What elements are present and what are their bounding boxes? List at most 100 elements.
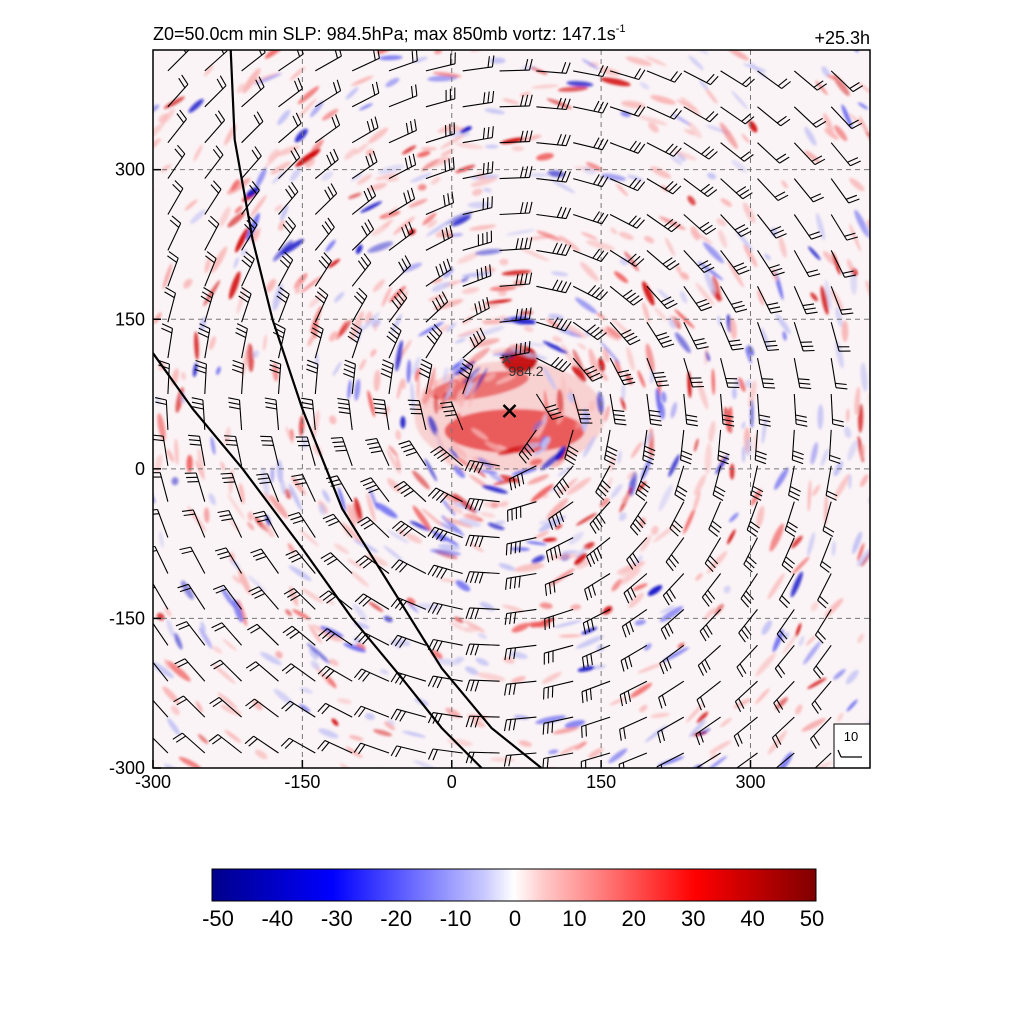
wind-barb: [573, 137, 609, 151]
wind-barb: [720, 321, 744, 351]
wind-barb: [793, 357, 812, 390]
wind-barb: [536, 242, 572, 256]
wind-barb: [235, 323, 248, 359]
wind-barb: [582, 608, 611, 635]
wind-barb: [347, 322, 363, 359]
wind-barb: [188, 434, 206, 466]
wind-barb: [793, 250, 821, 278]
wind-barb: [738, 609, 758, 643]
wind-barb: [204, 110, 226, 144]
wind-barb: [390, 708, 427, 722]
wind-barb: [281, 663, 316, 682]
wind-barb: [819, 537, 832, 573]
wind-barb: [720, 250, 750, 275]
colorbar-tick-label: -10: [440, 906, 472, 931]
wind-barb: [167, 109, 187, 144]
wind-barb: [427, 638, 463, 652]
wind-barb: [621, 608, 648, 638]
wind-barb: [609, 140, 646, 154]
wind-barb: [291, 474, 316, 502]
wind-barb: [407, 399, 427, 431]
wind-barb: [351, 150, 378, 180]
wind-barb: [425, 87, 456, 108]
wind-barb: [536, 97, 571, 111]
wind-barb: [695, 752, 721, 768]
wind-barb: [646, 142, 682, 157]
vorticity-field: [153, 50, 870, 768]
colorbar: -50 -40 -30 -20 -10 0 10 20 30 40 50: [202, 868, 824, 931]
wind-barb: [427, 712, 463, 725]
wind-barb: [351, 116, 379, 144]
wind-barb: [386, 323, 402, 359]
wind-barb: [658, 680, 685, 709]
wind-barb: [204, 180, 222, 215]
colorbar-tick-label: 20: [622, 906, 646, 931]
wind-barb: [462, 196, 493, 216]
wind-barb: [536, 134, 571, 147]
wind-barb: [241, 216, 258, 251]
wind-barb: [757, 250, 785, 277]
wind-barb: [757, 142, 790, 164]
wind-barb: [430, 445, 464, 467]
wind-barb: [773, 680, 795, 714]
wind-barb: [318, 628, 353, 646]
wind-barb: [499, 237, 533, 251]
wind-barb: [204, 215, 220, 251]
wind-barb: [425, 225, 454, 251]
wind-barb: [589, 501, 611, 534]
x-tick-label: 300: [735, 772, 765, 792]
wind-barb: [337, 397, 353, 430]
wind-barb: [390, 634, 427, 648]
wind-barb: [164, 287, 177, 323]
wind-barb: [553, 465, 574, 499]
wind-barb: [197, 323, 211, 359]
wind-barb: [462, 264, 492, 287]
wind-barb: [232, 359, 245, 395]
wind-barb: [572, 321, 607, 341]
wind-barb: [564, 429, 579, 466]
wind-barb: [462, 161, 494, 180]
wind-barb: [708, 501, 722, 537]
y-tick-label: 300: [115, 160, 145, 180]
wind-barb: [388, 221, 414, 251]
wind-barb: [326, 475, 353, 502]
wind-barb: [793, 142, 826, 166]
wind-barb: [398, 440, 427, 467]
wind-barb: [572, 393, 593, 424]
wind-barb: [425, 52, 456, 72]
wind-barb: [793, 70, 828, 91]
wind-barb: [462, 55, 495, 72]
wind-barb: [535, 393, 564, 420]
wind-barb: [351, 81, 380, 108]
wind-barb: [317, 739, 353, 754]
wind-barb: [224, 435, 243, 466]
wind-barb: [683, 106, 719, 123]
wind-barb: [360, 477, 390, 503]
wind-barb: [683, 70, 719, 86]
chart-title: Z0=50.0cm min SLP: 984.5hPa; max 850mb v…: [153, 23, 626, 44]
wind-barb: [354, 631, 390, 646]
wind-barb: [788, 465, 801, 501]
wind-barb: [317, 665, 353, 682]
wind-barb: [314, 114, 341, 144]
wind-barb: [778, 573, 795, 609]
wind-barb: [754, 429, 767, 465]
wind-barb: [241, 111, 264, 144]
wind-barb: [355, 555, 390, 574]
colorbar-tick-label: 50: [800, 906, 824, 931]
wind-barb: [220, 472, 243, 502]
wind-barb: [167, 215, 182, 251]
wind-barb: [179, 546, 206, 574]
wind-barb: [646, 285, 678, 310]
wind-barb: [609, 68, 646, 81]
wind-barb: [572, 357, 604, 382]
wind-barb: [153, 472, 169, 502]
wind-barb: [462, 90, 495, 108]
wind-barb: [830, 106, 863, 130]
wind-barb: [609, 285, 644, 306]
wind-barb: [173, 695, 206, 718]
wind-barb: [757, 106, 791, 127]
wind-barb: [319, 590, 353, 610]
wind-barb: [499, 201, 533, 216]
wind-barb: [771, 716, 795, 748]
